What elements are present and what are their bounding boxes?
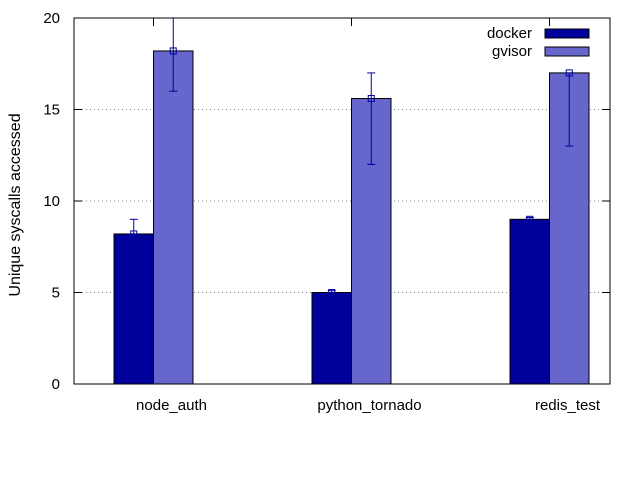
legend-label-gvisor: gvisor	[492, 43, 532, 60]
y-tick-label: 20	[43, 10, 60, 27]
legend-label-docker: docker	[487, 25, 532, 42]
y-tick-label: 0	[52, 376, 60, 393]
error-bars	[129, 18, 574, 296]
mean-marker	[328, 289, 336, 296]
mean-marker	[169, 47, 177, 55]
legend-swatch-docker	[544, 28, 590, 39]
y-tick-label: 15	[43, 102, 60, 119]
x-axis: node_auth python_tornado redis_test	[136, 18, 601, 414]
mean-marker	[367, 95, 375, 103]
mean-marker	[130, 230, 138, 238]
bar-docker	[509, 218, 550, 385]
mean-marker	[565, 69, 573, 77]
x-tick-label: node_auth	[136, 397, 207, 414]
bar-docker	[113, 233, 154, 385]
bar-gvisor	[153, 50, 194, 385]
legend-swatch-gvisor	[544, 46, 590, 57]
x-tick-label: python_tornado	[317, 397, 421, 414]
y-axis-title: Unique syscalls accessed	[7, 113, 24, 296]
y-axis: 0 5 10 15 20	[43, 10, 610, 393]
x-tick-label: redis_test	[535, 397, 601, 414]
bars	[113, 50, 590, 385]
mean-marker	[526, 215, 534, 223]
bar-docker	[311, 292, 352, 385]
y-tick-label: 5	[52, 285, 60, 302]
y-tick-label: 10	[43, 193, 60, 210]
